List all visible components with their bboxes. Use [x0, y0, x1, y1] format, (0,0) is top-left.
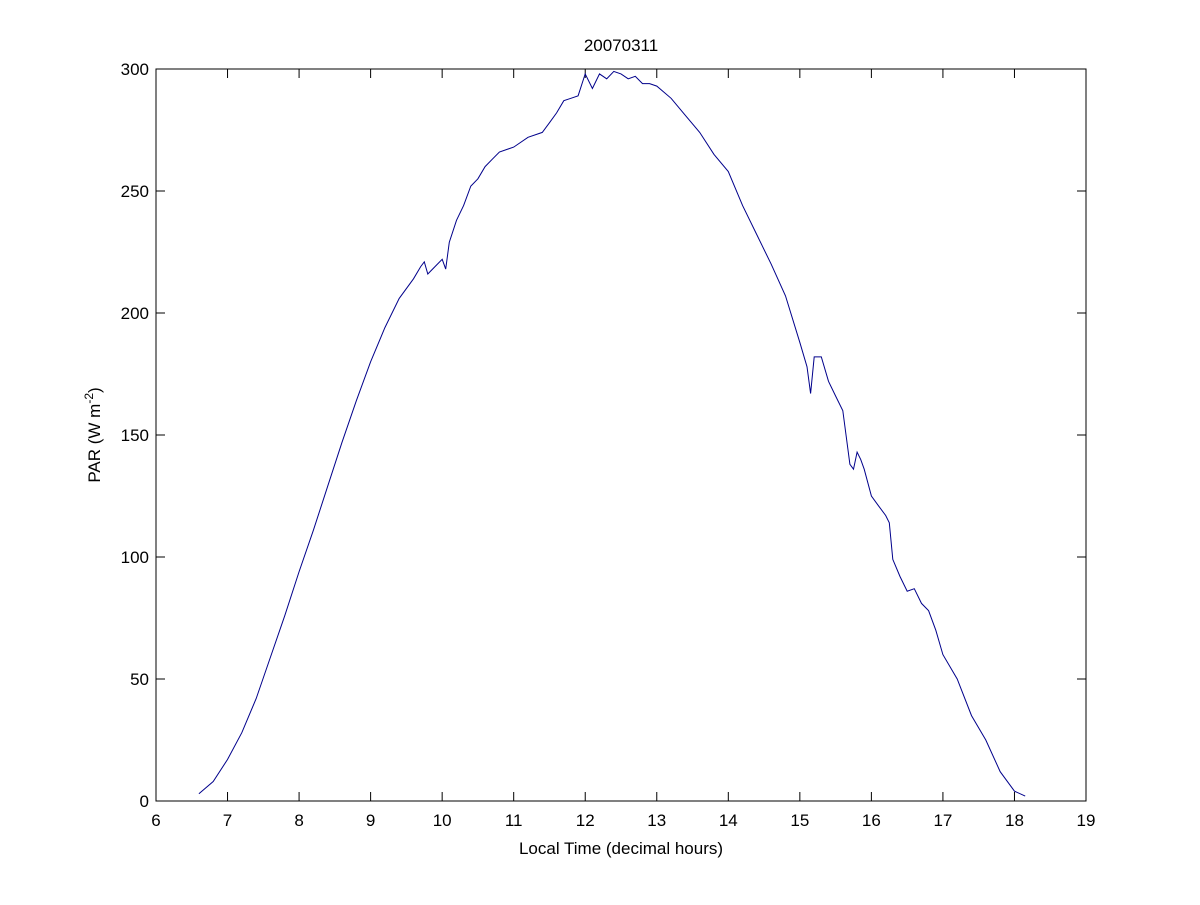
x-tick-label: 9: [366, 811, 375, 830]
x-tick-label: 10: [433, 811, 452, 830]
ticks-layer: 6 7 8 9 10 11 12 13 14 15 16 17 18 19 0 50 100 150 200 250 3…: [121, 60, 1096, 830]
x-tick-label: 7: [223, 811, 232, 830]
x-tick-label: 8: [294, 811, 303, 830]
x-tick-label: 6: [151, 811, 160, 830]
y-tick-label: 100: [121, 548, 149, 567]
x-tick-label: 17: [933, 811, 952, 830]
series-line: [198, 70, 1026, 797]
x-tick-label: 12: [576, 811, 595, 830]
y-axis-label: PAR (W m-2): [82, 387, 104, 482]
axes-box: [155, 68, 1087, 802]
plot-area: [156, 69, 1086, 801]
x-tick-label: 15: [790, 811, 809, 830]
x-tick-label: 11: [505, 811, 523, 830]
chart-title: 20070311: [584, 36, 658, 55]
y-tick-label: 50: [130, 670, 149, 689]
y-tick-label: 200: [121, 304, 149, 323]
y-tick-label: 150: [121, 426, 149, 445]
x-tick-label: 13: [647, 811, 666, 830]
y-tick-label: 0: [140, 792, 149, 811]
y-axis-label-main: PAR (W m: [85, 404, 104, 483]
x-axis-label: Local Time (decimal hours): [519, 839, 723, 858]
x-tick-label: 14: [719, 811, 738, 830]
y-tick-label: 250: [121, 182, 149, 201]
y-axis-label-close: ): [85, 387, 104, 393]
y-axis-label-superscript: -2: [82, 393, 96, 404]
x-tick-label: 19: [1077, 811, 1096, 830]
x-tick-label: 16: [862, 811, 881, 830]
x-tick-label: 18: [1005, 811, 1024, 830]
y-tick-label: 300: [121, 60, 149, 79]
